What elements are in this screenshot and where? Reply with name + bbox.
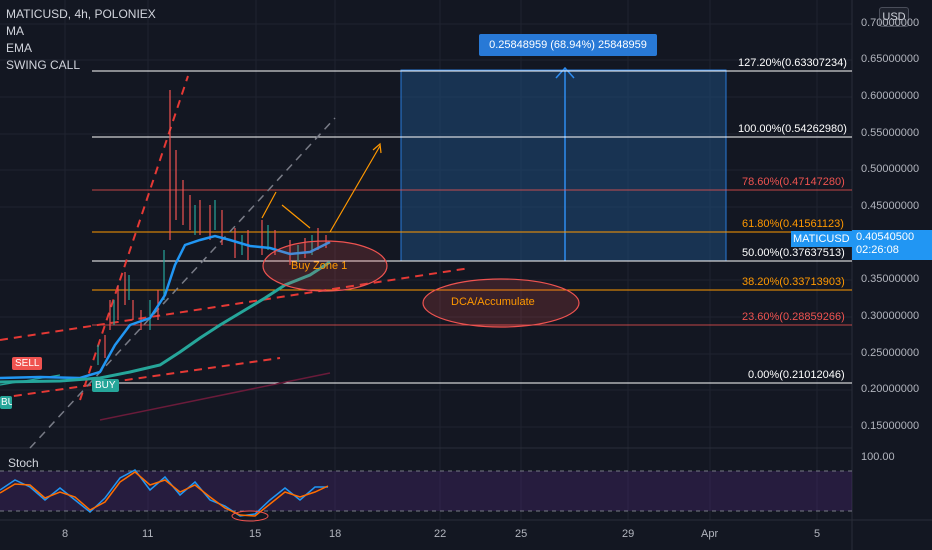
time-tick: 5 [814, 528, 821, 540]
fib-label: 78.60%(0.47147280) [742, 176, 845, 188]
price-tick: 0.55000000 [861, 127, 920, 139]
price-tick: 0.15000000 [861, 420, 920, 432]
bar-countdown: 02:26:08 [856, 244, 899, 256]
fib-label: 127.20%(0.63307234) [738, 57, 847, 69]
price-tick: 0.30000000 [861, 310, 920, 322]
currency-button[interactable]: USD [879, 7, 909, 27]
price-tick: 0.65000000 [861, 53, 920, 65]
buy-signal-left: BUY [0, 396, 12, 409]
indicator-ema[interactable]: EMA [6, 41, 33, 55]
measure-label: 0.25848959 (68.94%) 25848959 [479, 34, 657, 56]
sell-signal: SELL [12, 357, 43, 370]
time-tick: 8 [62, 528, 69, 540]
price-tick: 0.45000000 [861, 200, 920, 212]
indicator-ma[interactable]: MA [6, 24, 24, 38]
price-tick: 0.25000000 [861, 347, 920, 359]
chart-legend: MATICUSD, 4h, POLONIEX MA EMA SWING CALL [6, 6, 156, 74]
time-tick: 22 [434, 528, 447, 540]
price-tick: 0.35000000 [861, 273, 920, 285]
time-tick: 29 [622, 528, 635, 540]
time-tick: 11 [142, 528, 154, 540]
current-price-value: 0.40540500 [856, 231, 915, 243]
buy-zone-label: Buy Zone 1 [291, 260, 348, 272]
dca-label: DCA/Accumulate [451, 296, 535, 308]
current-price-bg [852, 230, 932, 260]
fib-label: 23.60%(0.28859266) [742, 311, 845, 323]
stoch-pane-title[interactable]: Stoch [8, 456, 39, 470]
time-tick: 15 [249, 528, 262, 540]
indicator-swing-call[interactable]: SWING CALL [6, 58, 81, 72]
price-tick: 0.60000000 [861, 90, 920, 102]
buy-signal: BUY [92, 379, 119, 392]
time-tick: Apr [701, 528, 719, 540]
fib-label: 61.80%(0.41561123) [742, 218, 844, 230]
fib-label: 38.20%(0.33713903) [742, 276, 845, 288]
price-tick: 0.70000000 [861, 17, 920, 29]
price-tick: 0.50000000 [861, 163, 920, 175]
price-tick: 0.20000000 [861, 383, 920, 395]
stoch-tick: 100.00 [861, 451, 895, 463]
current-price: 0.40540500 02:26:08 [856, 231, 922, 257]
fib-label: 100.00%(0.54262980) [738, 123, 847, 135]
time-tick: 25 [515, 528, 528, 540]
fib-label: 50.00%(0.37637513) [742, 247, 845, 259]
symbol-title[interactable]: MATICUSD, 4h, POLONIEX [6, 7, 156, 21]
symbol-price-tag: MATICUSD [791, 231, 854, 247]
fib-label: 0.00%(0.21012046) [748, 369, 845, 381]
time-tick: 18 [329, 528, 342, 540]
